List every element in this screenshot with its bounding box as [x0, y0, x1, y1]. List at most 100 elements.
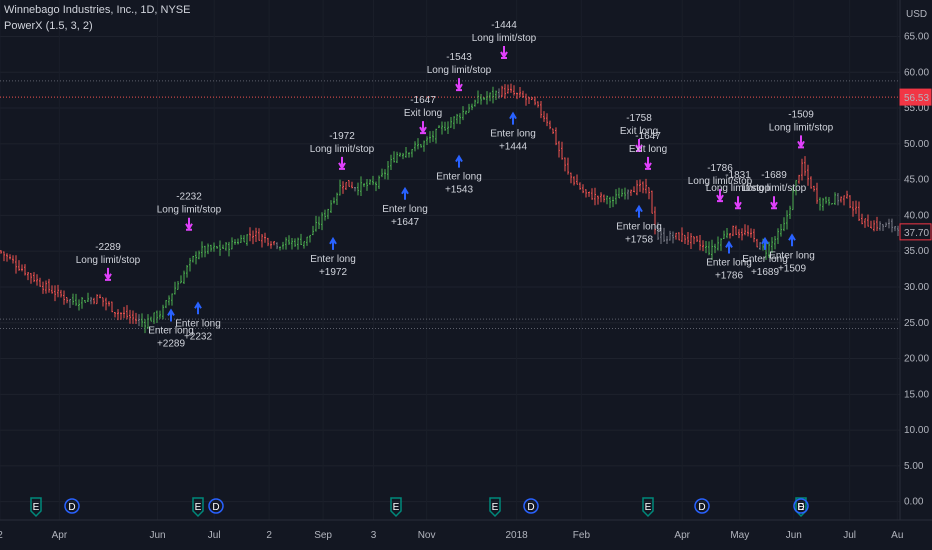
- exit-trade-value: -1647: [410, 95, 436, 106]
- earnings-badge-label: E: [645, 502, 652, 513]
- exit-arrow: [500, 45, 508, 59]
- enter-trade-value: +1972: [319, 267, 348, 278]
- earnings-badge-label: E: [492, 502, 499, 513]
- earnings-badge: [30, 497, 42, 518]
- study-legend[interactable]: PowerX (1.5, 3, 2): [4, 20, 93, 32]
- exit-arrow: [716, 189, 724, 203]
- price-tick-label: 5.00: [904, 461, 924, 472]
- time-tick-label: 2018: [505, 530, 528, 541]
- trade-markers: Enter long +2289 Enter long +2232 Enter long…: [76, 20, 834, 350]
- dividend-badge-label: D: [797, 502, 804, 513]
- price-tags: 56.53 37.70: [899, 88, 932, 241]
- earnings-badge: [489, 497, 501, 518]
- enter-long-label: Enter long: [175, 318, 221, 329]
- enter-long-label: Enter long: [310, 254, 356, 265]
- exit-trade-value: -1647: [635, 131, 661, 142]
- time-tick-label: Apr: [674, 530, 690, 541]
- enter-trade-value: +1543: [445, 185, 474, 196]
- dividend-badge: [64, 498, 80, 514]
- exit-arrow: [644, 156, 652, 170]
- time-tick-label: Feb: [573, 530, 591, 541]
- exit-signal-label: Exit long: [404, 108, 442, 119]
- enter-long-label: Enter long: [382, 204, 428, 215]
- exit-signal-label: Long limit/stop: [427, 65, 492, 76]
- earnings-badge: [390, 497, 402, 518]
- time-tick-label: Nov: [418, 530, 436, 541]
- exit-arrow: [104, 267, 112, 281]
- price-tick-label: 60.00: [904, 67, 929, 78]
- enter-trade-value: +1509: [778, 263, 807, 274]
- enter-long-arrow: [455, 154, 463, 168]
- price-axis[interactable]: USD 65.00 60.00 55.00 50.00 45.00 40.00 35.00 30…: [899, 0, 932, 550]
- dividend-badge-label: D: [527, 502, 534, 513]
- earnings-badge-label: E: [195, 502, 202, 513]
- exit-signal-label: Long limit/stop: [157, 205, 222, 216]
- dividend-badge-label: D: [698, 502, 705, 513]
- exit-trade-value: -2289: [95, 242, 121, 253]
- exit-arrow: [770, 196, 778, 210]
- exit-arrow: [734, 196, 742, 210]
- price-tick-label: 35.00: [904, 246, 929, 257]
- price-tick-label: 30.00: [904, 282, 929, 293]
- enter-long-arrow: [788, 233, 796, 247]
- exit-signal-label: Long limit/stop: [688, 176, 753, 187]
- exit-arrow: [635, 138, 643, 152]
- exit-signal-label: Exit long: [629, 144, 667, 155]
- earnings-badge-label: E: [393, 502, 400, 513]
- exit-signal-label: Long limit/stop: [472, 33, 537, 44]
- dividend-badge: [793, 498, 809, 514]
- exit-signal-label: Long limit/stop: [742, 183, 807, 194]
- dividend-badge-label: D: [212, 502, 219, 513]
- time-tick-label: Jul: [208, 530, 221, 541]
- enter-long-arrow: [761, 236, 769, 250]
- enter-long-label: Enter long: [706, 257, 752, 268]
- price-level-lines: [0, 80, 900, 329]
- time-tick-label: Au: [891, 530, 903, 541]
- exit-trade-value: -1831: [725, 170, 751, 181]
- time-tick-label: Apr: [52, 530, 68, 541]
- exit-arrow: [797, 135, 805, 149]
- price-tick-label: 0.00: [904, 497, 924, 508]
- price-tag-box: [899, 223, 932, 241]
- chart-title: Winnebago Industries, Inc., 1D, NYSE: [4, 4, 191, 16]
- dividend-badge: [694, 498, 710, 514]
- time-axis[interactable]: 2 Apr Jun Jul 2 Sep 3 Nov 2018 Feb Apr May Jun Jul Au: [0, 519, 932, 541]
- enter-long-label: Enter long: [769, 250, 815, 261]
- time-tick-label: Jul: [843, 530, 856, 541]
- exit-trade-value: -1444: [491, 20, 517, 31]
- price-tick-label: 40.00: [904, 210, 929, 221]
- dividend-badge-label: D: [68, 502, 75, 513]
- price-tick-label: 65.00: [904, 31, 929, 42]
- price-tick-label: 45.00: [904, 175, 929, 186]
- price-tag-box: [899, 88, 932, 106]
- price-tag-label: 37.70: [904, 228, 929, 239]
- enter-trade-value: +2232: [184, 331, 213, 342]
- enter-long-arrow: [725, 240, 733, 254]
- price-tick-label: 15.00: [904, 389, 929, 400]
- exit-signal-label: Exit long: [620, 126, 658, 137]
- time-tick-label: 2: [0, 530, 3, 541]
- exit-arrow: [455, 78, 463, 92]
- price-tick-label: 50.00: [904, 139, 929, 150]
- price-tick-label: 25.00: [904, 318, 929, 329]
- earnings-badge: [642, 497, 654, 518]
- enter-long-label: Enter long: [490, 129, 536, 140]
- exit-trade-value: -1758: [626, 113, 652, 124]
- enter-trade-value: +1786: [715, 270, 744, 281]
- event-badges[interactable]: E E E E E ED D D D D: [30, 497, 809, 518]
- enter-long-arrow: [194, 301, 202, 315]
- exit-trade-value: -1786: [707, 163, 733, 174]
- enter-long-label: Enter long: [742, 254, 788, 265]
- enter-long-label: Enter long: [436, 172, 482, 183]
- earnings-badge: [192, 497, 204, 518]
- enter-trade-value: +2289: [157, 338, 186, 349]
- exit-arrow: [185, 217, 193, 231]
- enter-long-arrow: [401, 186, 409, 200]
- exit-arrow: [338, 156, 346, 170]
- earnings-badge-label: E: [33, 502, 40, 513]
- exit-trade-value: -1689: [761, 170, 787, 181]
- dividend-badge: [208, 498, 224, 514]
- enter-trade-value: +1758: [625, 235, 654, 246]
- candlestick-series: [0, 83, 899, 334]
